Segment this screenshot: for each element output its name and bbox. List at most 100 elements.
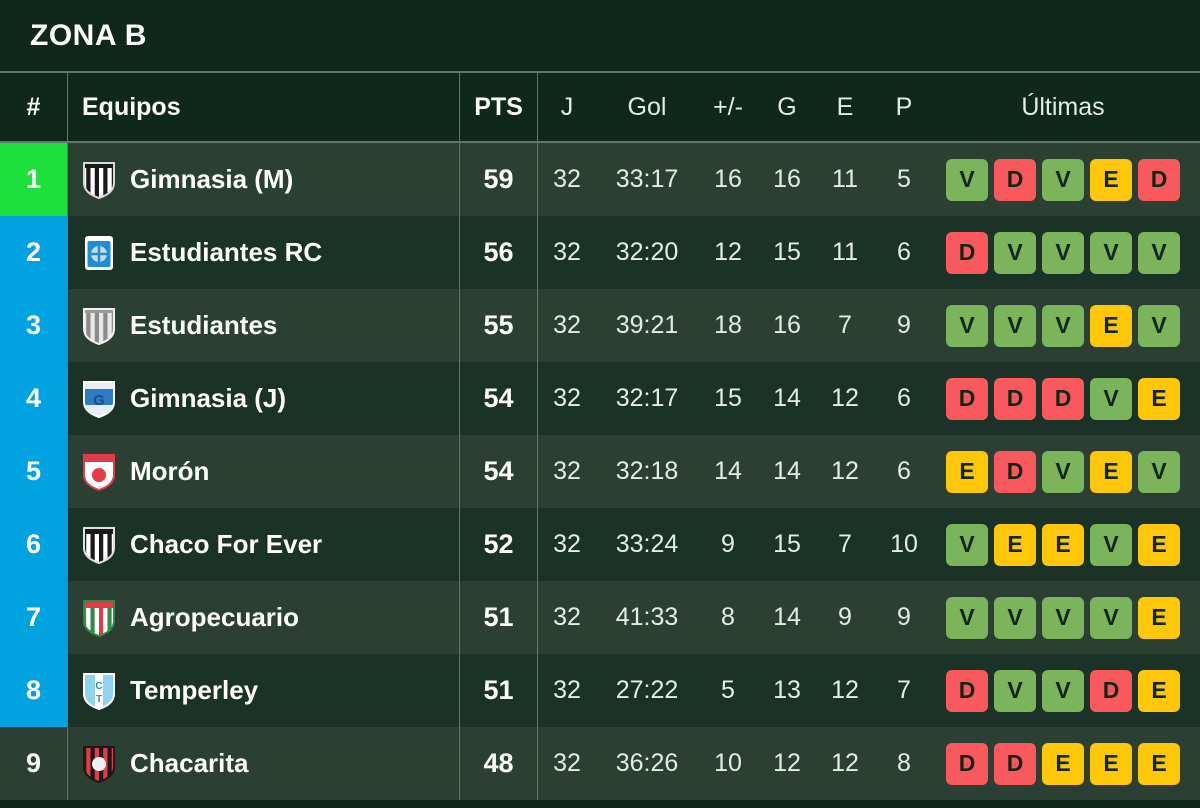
column-header-position[interactable]: # xyxy=(0,73,68,141)
form-badge-e[interactable]: E xyxy=(1138,742,1180,785)
team-cell[interactable]: Gimnasia (M) xyxy=(68,143,460,216)
table-row[interactable]: 5 Morón 54 32 32:18 14 14 12 6 E D V E V xyxy=(0,435,1200,508)
column-header-team[interactable]: Equipos xyxy=(68,73,460,141)
form-badge-v[interactable]: V xyxy=(1138,231,1180,274)
form-badge-v[interactable]: V xyxy=(1042,669,1084,712)
form-badge-v[interactable]: V xyxy=(1090,231,1132,274)
form-badge-e[interactable]: E xyxy=(994,523,1036,566)
crest-shape xyxy=(83,307,115,345)
form-badge-d[interactable]: D xyxy=(946,377,988,420)
goal-diff-cell: 12 xyxy=(714,238,742,266)
form-badge-e[interactable]: E xyxy=(1042,742,1084,785)
goals-cell: 27:22 xyxy=(615,676,679,704)
crest-shape xyxy=(83,526,115,564)
form-badge-v[interactable]: V xyxy=(1090,523,1132,566)
form-badge-v[interactable]: V xyxy=(1090,377,1132,420)
team-name: Morón xyxy=(130,456,210,486)
points-cell: 56 xyxy=(460,216,538,289)
form-badge-e[interactable]: E xyxy=(1090,742,1132,785)
form-badge-d[interactable]: D xyxy=(994,450,1036,493)
form-badge-v[interactable]: V xyxy=(1042,450,1084,493)
form-badge-d[interactable]: D xyxy=(1090,669,1132,712)
table-row[interactable]: 3 Estudiantes 55 32 39:21 18 16 7 9 V V V E V xyxy=(0,289,1200,362)
team-cell[interactable]: Chacarita xyxy=(68,727,460,800)
form-badge-v[interactable]: V xyxy=(1042,231,1084,274)
svg-text:G: G xyxy=(93,392,105,409)
form-badge-d[interactable]: D xyxy=(1138,158,1180,201)
form-badge-v[interactable]: V xyxy=(1042,596,1084,639)
team-name: Chaco For Ever xyxy=(130,529,323,559)
goals-cell: 41:33 xyxy=(615,603,679,631)
form-badge-v[interactable]: V xyxy=(1138,304,1180,347)
column-header-lost[interactable]: P xyxy=(895,92,913,121)
team-cell[interactable]: Agropecuario xyxy=(68,581,460,654)
form-badge-v[interactable]: V xyxy=(946,158,988,201)
team-cell[interactable]: C T Temperley xyxy=(68,654,460,727)
form-badge-e[interactable]: E xyxy=(1138,377,1180,420)
goal-diff-cell: 5 xyxy=(721,676,735,704)
table-row[interactable]: 2 Estudiantes RC 56 32 32:20 12 15 11 6 D V V V V xyxy=(0,216,1200,289)
form-badge-v[interactable]: V xyxy=(994,669,1036,712)
form-badge-e[interactable]: E xyxy=(1138,596,1180,639)
team-cell[interactable]: Estudiantes RC xyxy=(68,216,460,289)
form-badge-v[interactable]: V xyxy=(946,523,988,566)
table-row[interactable]: 7 Agropecuario 51 32 41:33 8 14 9 9 V V V V E xyxy=(0,581,1200,654)
form-badge-e[interactable]: E xyxy=(1138,669,1180,712)
form-badge-d[interactable]: D xyxy=(946,231,988,274)
column-header-goal-diff[interactable]: +/- xyxy=(713,92,743,121)
column-header-points[interactable]: PTS xyxy=(460,73,538,141)
form-badge-v[interactable]: V xyxy=(1090,596,1132,639)
played-cell: 32 xyxy=(553,457,581,485)
won-cell: 14 xyxy=(773,457,801,485)
form-badge-v[interactable]: V xyxy=(946,596,988,639)
table-row[interactable]: 8 C T Temperley 51 32 27:22 5 13 12 7 D V V D E xyxy=(0,654,1200,727)
form-badge-d[interactable]: D xyxy=(994,742,1036,785)
position-cell: 3 xyxy=(0,289,68,362)
won-cell: 15 xyxy=(773,238,801,266)
column-header-goals[interactable]: Gol xyxy=(627,92,667,121)
lost-cell: 10 xyxy=(890,530,918,558)
form-badge-d[interactable]: D xyxy=(946,669,988,712)
form-badge-e[interactable]: E xyxy=(1042,523,1084,566)
form-badge-e[interactable]: E xyxy=(1090,450,1132,493)
table-row[interactable]: 9 Chacarita 48 32 36:26 10 12 12 8 D D E E E xyxy=(0,727,1200,800)
form-badge-v[interactable]: V xyxy=(1042,304,1084,347)
drawn-cell: 12 xyxy=(831,749,859,777)
crest-shape xyxy=(85,235,113,270)
team-cell[interactable]: Morón xyxy=(68,435,460,508)
column-header-drawn[interactable]: E xyxy=(836,92,854,121)
column-header-won[interactable]: G xyxy=(777,92,797,121)
form-badge-v[interactable]: V xyxy=(946,304,988,347)
form-badge-e[interactable]: E xyxy=(1090,304,1132,347)
form-badge-d[interactable]: D xyxy=(994,158,1036,201)
goal-diff-cell: 9 xyxy=(721,530,735,558)
gimnasia-jujuy-crest-icon: G xyxy=(82,380,116,418)
points-cell: 54 xyxy=(460,435,538,508)
goals-cell: 33:17 xyxy=(615,165,679,193)
team-name: Temperley xyxy=(130,675,259,705)
column-header-played[interactable]: J xyxy=(560,92,574,121)
played-cell: 32 xyxy=(553,384,581,412)
form-badge-e[interactable]: E xyxy=(946,450,988,493)
form-badge-v[interactable]: V xyxy=(994,231,1036,274)
form-badge-d[interactable]: D xyxy=(994,377,1036,420)
svg-text:T: T xyxy=(96,694,102,705)
form-badge-v[interactable]: V xyxy=(1042,158,1084,201)
position-cell: 9 xyxy=(0,727,68,800)
column-header-form[interactable]: Últimas xyxy=(1021,92,1105,121)
form-badge-v[interactable]: V xyxy=(994,304,1036,347)
team-cell[interactable]: Chaco For Ever xyxy=(68,508,460,581)
team-cell[interactable]: G Gimnasia (J) xyxy=(68,362,460,435)
team-cell[interactable]: Estudiantes xyxy=(68,289,460,362)
form-badge-v[interactable]: V xyxy=(994,596,1036,639)
table-row[interactable]: 1 Gimnasia (M) 59 32 33:17 16 16 11 5 V D V E D xyxy=(0,143,1200,216)
form-badge-d[interactable]: D xyxy=(946,742,988,785)
form-badge-d[interactable]: D xyxy=(1042,377,1084,420)
table-row[interactable]: 4 G Gimnasia (J) 54 32 32:17 15 14 12 6 D D D V E xyxy=(0,362,1200,435)
form-badge-v[interactable]: V xyxy=(1138,450,1180,493)
form-badge-e[interactable]: E xyxy=(1090,158,1132,201)
goals-cell: 32:20 xyxy=(615,238,679,266)
form-badge-e[interactable]: E xyxy=(1138,523,1180,566)
table-row[interactable]: 6 Chaco For Ever 52 32 33:24 9 15 7 10 V E E V E xyxy=(0,508,1200,581)
